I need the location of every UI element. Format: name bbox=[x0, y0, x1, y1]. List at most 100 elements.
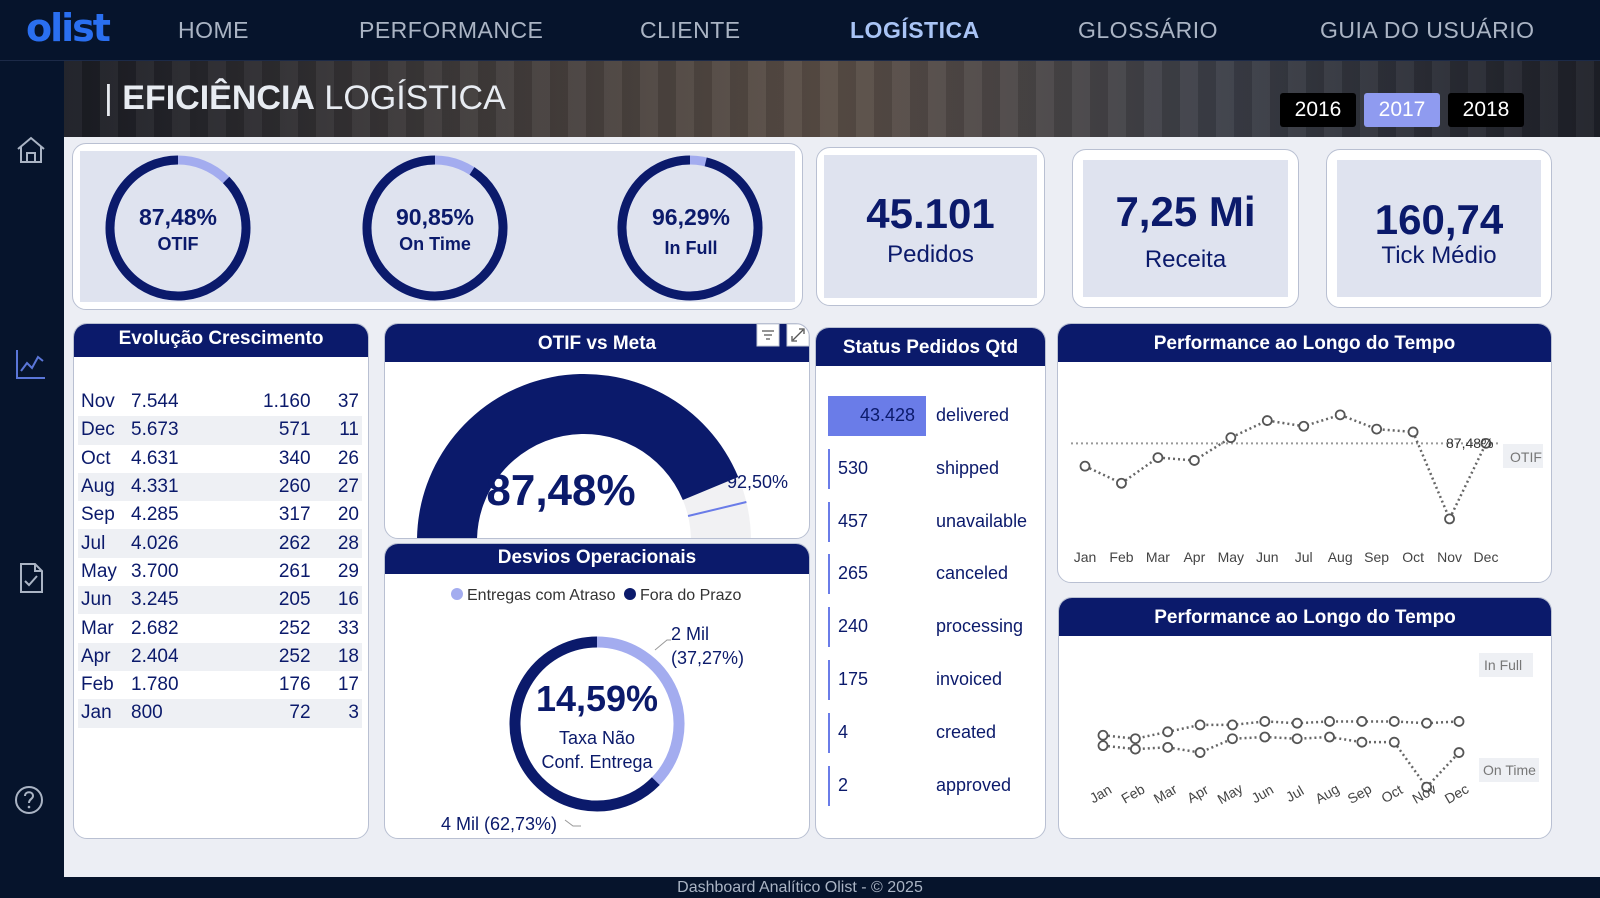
data-point[interactable] bbox=[1334, 409, 1346, 421]
year-2016-button[interactable]: 2016 bbox=[1280, 93, 1356, 127]
year-2018-button[interactable]: 2018 bbox=[1448, 93, 1524, 127]
data-point[interactable] bbox=[1097, 740, 1109, 752]
data-point[interactable] bbox=[1129, 743, 1141, 755]
data-point[interactable] bbox=[1162, 741, 1174, 753]
data-point[interactable] bbox=[1388, 716, 1400, 727]
evolucao-cell: 571 bbox=[218, 416, 314, 445]
status-row-processing[interactable]: 240 processing bbox=[828, 607, 1038, 648]
olist-logo[interactable]: olist bbox=[26, 6, 111, 50]
data-point[interactable] bbox=[1407, 426, 1419, 438]
evolucao-cell: 2.404 bbox=[128, 642, 218, 671]
slice-a-leader bbox=[654, 639, 671, 651]
status-bar bbox=[828, 712, 830, 753]
data-point[interactable] bbox=[1356, 716, 1368, 727]
data-point[interactable] bbox=[1188, 455, 1200, 466]
data-point[interactable] bbox=[1291, 733, 1303, 745]
data-point[interactable] bbox=[1324, 731, 1335, 743]
data-point[interactable] bbox=[1261, 415, 1273, 426]
data-point[interactable] bbox=[1227, 719, 1238, 731]
data-point[interactable] bbox=[1421, 781, 1433, 793]
data-point[interactable] bbox=[1225, 432, 1237, 444]
status-row-delivered[interactable]: 43.428 delivered bbox=[828, 396, 1038, 436]
x-tick-label: Dec bbox=[1474, 549, 1499, 565]
data-point[interactable] bbox=[1079, 460, 1091, 472]
evolucao-cell: 2.682 bbox=[131, 617, 179, 639]
gauge-svg: 87,48% 92,50% bbox=[417, 324, 809, 538]
nav-cliente[interactable]: CLIENTE bbox=[640, 17, 741, 43]
legend-atraso[interactable]: Entregas com Atraso bbox=[467, 587, 616, 604]
data-point[interactable] bbox=[1194, 747, 1206, 758]
data-point[interactable] bbox=[1259, 731, 1271, 743]
data-point[interactable] bbox=[1453, 747, 1465, 758]
data-point[interactable] bbox=[1129, 733, 1141, 745]
legend-fora-prazo-swatch bbox=[624, 588, 636, 600]
data-point[interactable] bbox=[1371, 423, 1383, 435]
ring-progress-arc bbox=[105, 155, 251, 301]
evolucao-cell: 262 bbox=[218, 529, 314, 558]
data-point[interactable] bbox=[1194, 719, 1206, 731]
slice-a-value: 2 Mil bbox=[671, 624, 709, 644]
status-label: delivered bbox=[936, 405, 1010, 425]
data-point[interactable] bbox=[1298, 420, 1310, 432]
nav-guia-usuario[interactable]: GUIA DO USUÁRIO bbox=[1320, 17, 1535, 43]
data-point[interactable] bbox=[1453, 716, 1465, 727]
document-check-icon[interactable] bbox=[14, 561, 48, 595]
data-point[interactable] bbox=[1356, 736, 1368, 748]
data-point[interactable] bbox=[1227, 733, 1238, 745]
nav-logistica[interactable]: LOGÍSTICA bbox=[850, 17, 980, 43]
data-point[interactable] bbox=[1444, 513, 1455, 525]
help-icon[interactable] bbox=[14, 783, 48, 817]
x-tick-label: Jan bbox=[1087, 781, 1115, 806]
evolucao-cell: 260 bbox=[218, 472, 314, 502]
ontime-series-label: On Time bbox=[1483, 762, 1536, 778]
status-row-shipped[interactable]: 530 shipped bbox=[828, 448, 1038, 489]
data-point[interactable] bbox=[1097, 729, 1109, 741]
gauge-value: 87,48% bbox=[486, 466, 635, 515]
nav-glossario[interactable]: GLOSSÁRIO bbox=[1078, 17, 1218, 43]
evolucao-cell: Aug bbox=[78, 472, 128, 502]
slice-b-label: 4 Mil (62,73%) bbox=[441, 814, 557, 834]
status-row-canceled[interactable]: 265 canceled bbox=[828, 554, 1038, 595]
data-point[interactable] bbox=[1480, 437, 1492, 449]
gauge-target-marker bbox=[687, 501, 747, 517]
status-value: 4 bbox=[838, 721, 849, 742]
evolucao-cell: 800 bbox=[128, 699, 218, 728]
status-bar bbox=[828, 501, 830, 542]
data-point[interactable] bbox=[1162, 726, 1174, 738]
infull-ring-value: 96,29% bbox=[651, 204, 730, 230]
status-row-invoiced[interactable]: 175 invoiced bbox=[828, 660, 1038, 700]
status-row-created[interactable]: 4 created bbox=[828, 712, 1038, 753]
data-point[interactable] bbox=[1116, 477, 1127, 489]
nav-performance[interactable]: PERFORMANCE bbox=[359, 17, 544, 43]
evolucao-row: Sep 4.285 317 20 bbox=[78, 501, 362, 529]
evolucao-cell: 16 bbox=[313, 586, 362, 615]
series-line-0 bbox=[1102, 720, 1460, 740]
data-point[interactable] bbox=[1388, 736, 1400, 748]
line-chart-icon[interactable] bbox=[14, 347, 48, 381]
data-point[interactable] bbox=[1259, 716, 1271, 727]
evolucao-cell: 37 bbox=[337, 391, 359, 413]
donut-slice-fora-prazo[interactable] bbox=[509, 636, 660, 812]
last-point-label: 87,48% bbox=[1446, 435, 1493, 451]
footer: Dashboard Analítico Olist - © 2025 bbox=[0, 877, 1600, 898]
data-point[interactable] bbox=[1291, 717, 1303, 729]
nav-home[interactable]: HOME bbox=[178, 17, 249, 43]
donut-slice-atraso[interactable] bbox=[596, 636, 685, 785]
x-tick-label: Dec bbox=[1442, 781, 1472, 807]
status-row-unavailable[interactable]: 457 unavailable bbox=[828, 501, 1038, 542]
home-icon[interactable] bbox=[14, 133, 48, 167]
status-bar bbox=[828, 396, 926, 436]
data-point[interactable] bbox=[1152, 452, 1164, 464]
legend-fora-prazo[interactable]: Fora do Prazo bbox=[640, 587, 741, 604]
x-tick-label: May bbox=[1215, 780, 1246, 807]
evolucao-cell: 7.544 bbox=[131, 391, 179, 413]
x-tick-label: Oct bbox=[1378, 781, 1405, 806]
x-tick-label: Apr bbox=[1184, 781, 1211, 806]
year-2017-button[interactable]: 2017 bbox=[1364, 93, 1440, 127]
status-row-approved[interactable]: 2 approved bbox=[828, 765, 1038, 806]
receita-value: 7,25 Mi bbox=[1115, 188, 1256, 235]
perf-otif-card: Performance ao Longo do Tempo Jan Feb Mar A… bbox=[1057, 323, 1552, 583]
data-point[interactable] bbox=[1421, 717, 1433, 729]
evolucao-cell: Nov bbox=[81, 391, 115, 413]
data-point[interactable] bbox=[1324, 716, 1335, 727]
